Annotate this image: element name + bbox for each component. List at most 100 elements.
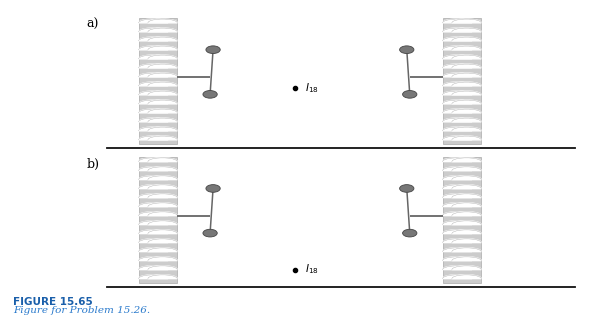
Polygon shape — [442, 257, 472, 261]
Polygon shape — [442, 55, 472, 59]
Polygon shape — [138, 194, 168, 197]
Polygon shape — [452, 100, 482, 104]
Polygon shape — [148, 37, 178, 41]
Text: $I_{18}$: $I_{18}$ — [305, 263, 318, 277]
Polygon shape — [148, 109, 178, 113]
Polygon shape — [452, 136, 482, 140]
Polygon shape — [442, 82, 472, 86]
Circle shape — [403, 91, 417, 98]
Polygon shape — [442, 158, 472, 162]
Polygon shape — [148, 239, 178, 243]
Polygon shape — [148, 167, 178, 171]
Polygon shape — [138, 176, 168, 180]
Polygon shape — [452, 239, 482, 243]
Circle shape — [399, 185, 414, 192]
Text: a): a) — [86, 18, 99, 31]
Polygon shape — [148, 82, 178, 86]
Polygon shape — [138, 212, 168, 216]
Polygon shape — [452, 127, 482, 131]
Polygon shape — [138, 221, 168, 225]
Polygon shape — [442, 28, 472, 32]
Circle shape — [203, 229, 218, 237]
Circle shape — [203, 91, 218, 98]
Polygon shape — [452, 64, 482, 68]
Polygon shape — [442, 37, 472, 41]
Polygon shape — [148, 118, 178, 122]
Polygon shape — [148, 266, 178, 270]
Polygon shape — [148, 19, 178, 23]
Polygon shape — [442, 64, 472, 68]
Text: b): b) — [86, 158, 100, 171]
Polygon shape — [452, 46, 482, 50]
Polygon shape — [138, 266, 168, 270]
Polygon shape — [138, 185, 168, 189]
Polygon shape — [138, 257, 168, 261]
Bar — [138, 18, 177, 144]
Polygon shape — [452, 19, 482, 23]
Polygon shape — [148, 91, 178, 95]
Polygon shape — [452, 37, 482, 41]
Polygon shape — [452, 194, 482, 197]
Polygon shape — [442, 73, 472, 77]
Polygon shape — [148, 257, 178, 261]
Polygon shape — [138, 167, 168, 171]
Polygon shape — [442, 230, 472, 234]
Polygon shape — [138, 248, 168, 252]
Polygon shape — [452, 266, 482, 270]
Circle shape — [403, 229, 417, 237]
Polygon shape — [148, 46, 178, 50]
Text: FIGURE 15.65: FIGURE 15.65 — [13, 297, 93, 307]
Polygon shape — [148, 185, 178, 189]
Polygon shape — [452, 257, 482, 261]
Polygon shape — [442, 118, 472, 122]
Polygon shape — [442, 221, 472, 225]
Polygon shape — [442, 275, 472, 278]
Polygon shape — [138, 64, 168, 68]
Polygon shape — [442, 266, 472, 270]
Polygon shape — [442, 212, 472, 216]
Circle shape — [206, 185, 221, 192]
Polygon shape — [452, 118, 482, 122]
Polygon shape — [442, 194, 472, 197]
Polygon shape — [442, 185, 472, 189]
Polygon shape — [452, 55, 482, 59]
Polygon shape — [452, 185, 482, 189]
Polygon shape — [442, 127, 472, 131]
Polygon shape — [442, 91, 472, 95]
Polygon shape — [452, 82, 482, 86]
Polygon shape — [148, 176, 178, 180]
Polygon shape — [442, 19, 472, 23]
Polygon shape — [442, 176, 472, 180]
Polygon shape — [442, 136, 472, 140]
Polygon shape — [138, 275, 168, 278]
Polygon shape — [452, 109, 482, 113]
Polygon shape — [452, 248, 482, 252]
Polygon shape — [138, 19, 168, 23]
Polygon shape — [442, 248, 472, 252]
Polygon shape — [138, 239, 168, 243]
Circle shape — [206, 46, 221, 54]
Polygon shape — [138, 203, 168, 207]
Polygon shape — [148, 127, 178, 131]
Bar — [442, 18, 482, 144]
Polygon shape — [138, 158, 168, 162]
Polygon shape — [148, 158, 178, 162]
Polygon shape — [452, 167, 482, 171]
Polygon shape — [452, 230, 482, 234]
Polygon shape — [138, 230, 168, 234]
Polygon shape — [148, 28, 178, 32]
Polygon shape — [138, 91, 168, 95]
Polygon shape — [138, 100, 168, 104]
Polygon shape — [148, 73, 178, 77]
Polygon shape — [452, 221, 482, 225]
Polygon shape — [452, 275, 482, 278]
Text: Figure for Problem 15.26.: Figure for Problem 15.26. — [13, 306, 150, 315]
Circle shape — [399, 46, 414, 54]
Polygon shape — [148, 64, 178, 68]
Polygon shape — [452, 212, 482, 216]
Bar — [442, 157, 482, 283]
Polygon shape — [138, 136, 168, 140]
Polygon shape — [452, 91, 482, 95]
Polygon shape — [452, 176, 482, 180]
Polygon shape — [148, 55, 178, 59]
